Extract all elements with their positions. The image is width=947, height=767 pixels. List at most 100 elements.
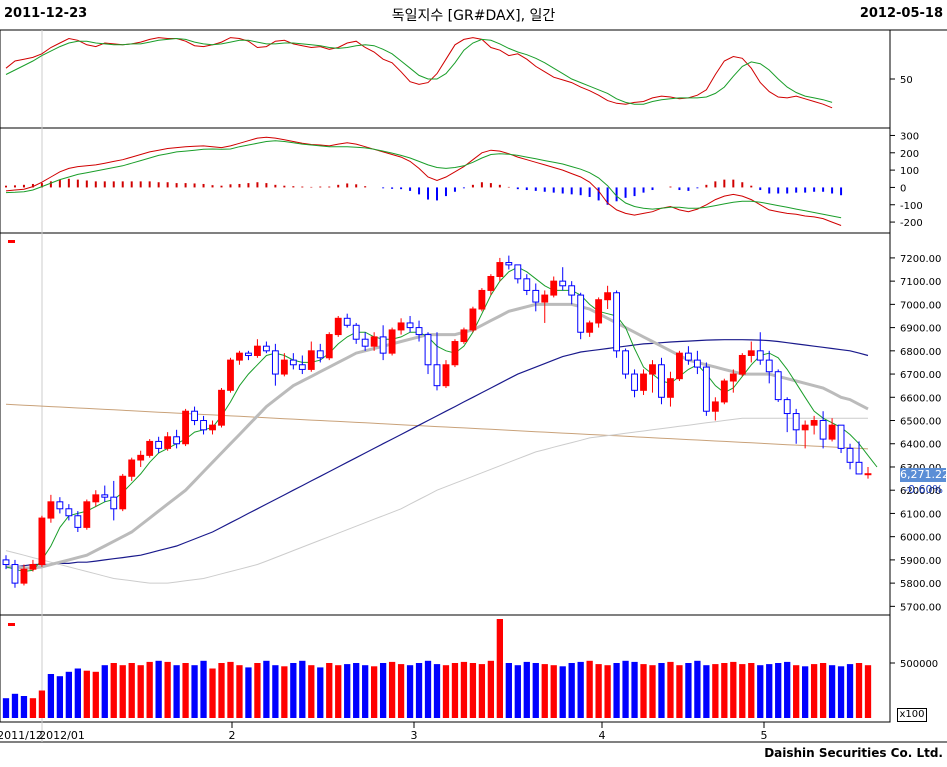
volume-bar	[514, 665, 521, 718]
volume-bar	[137, 665, 144, 718]
xtick-label: 2011/12	[0, 729, 43, 742]
candle-body	[316, 350, 324, 359]
candle-body	[227, 359, 234, 391]
ytick-label: 100	[900, 166, 919, 177]
candle-body	[774, 371, 782, 401]
candle-body	[684, 352, 692, 361]
candle-body	[487, 275, 495, 291]
volume-bar	[802, 666, 809, 718]
candle-body	[424, 334, 432, 366]
volume-bar	[164, 661, 171, 718]
panel-frame	[0, 127, 891, 234]
candle-body	[451, 341, 459, 366]
company-footer: Daishin Securities Co. Ltd.	[764, 746, 943, 760]
candle-body	[352, 324, 360, 340]
volume-bar	[56, 676, 64, 718]
volume-bar	[263, 660, 270, 718]
volume-bar	[568, 663, 575, 718]
xtick-label: 2012/01	[39, 729, 85, 742]
volume-bar	[685, 663, 692, 718]
candle-body	[532, 289, 540, 303]
volume-bar	[550, 665, 557, 718]
candle-body	[361, 338, 369, 347]
candle-body	[667, 378, 674, 398]
volume-bar	[855, 663, 863, 718]
volume-bar	[703, 665, 710, 718]
volume-bar	[775, 663, 782, 718]
candle-body	[801, 424, 809, 431]
candle-body	[236, 352, 243, 361]
volume-bar	[469, 663, 477, 718]
ytick-label: 6000.00	[900, 533, 941, 544]
volume-bar	[496, 619, 503, 718]
ytick-label: -100	[900, 201, 923, 212]
volume-bar	[74, 668, 81, 718]
volume-bar	[29, 698, 37, 718]
candle-body	[622, 350, 629, 375]
candle-body	[164, 436, 172, 449]
volume-bar	[523, 661, 530, 718]
volume-legend-marker	[8, 623, 15, 626]
candle-body	[523, 278, 531, 291]
volume-bar	[353, 663, 360, 718]
candle-body	[783, 399, 791, 415]
ytick-label: 50	[900, 75, 913, 86]
candle-body	[245, 352, 252, 356]
candle-body	[469, 308, 477, 331]
chart-title: 독일지수 [GR#DAX], 일간	[391, 8, 556, 24]
volume-bar	[658, 663, 665, 718]
candle-body	[65, 508, 73, 517]
volume-bar	[218, 663, 225, 718]
candle-body	[370, 336, 378, 347]
volume-bar	[837, 666, 845, 718]
volume-bar	[397, 664, 405, 718]
volume-bar	[308, 665, 315, 718]
volume-bar	[676, 665, 683, 718]
volume-bar	[335, 665, 342, 718]
volume-bar	[371, 666, 378, 718]
volume-bar	[245, 667, 252, 718]
panel-frame	[0, 232, 891, 616]
volume-bar	[379, 663, 387, 718]
volume-bar	[200, 660, 207, 718]
ytick-label: 6900.00	[900, 324, 941, 335]
candle-body	[819, 420, 827, 440]
macd-line	[5, 136, 842, 226]
volume-bar	[83, 670, 90, 718]
volume-bar	[667, 661, 674, 718]
candle-body	[47, 501, 55, 519]
candle-body	[864, 473, 872, 476]
start-date: 2011-12-23	[4, 6, 88, 21]
candle-body	[379, 336, 387, 354]
candle-body	[101, 494, 109, 498]
volume-bar	[326, 663, 333, 718]
volume-bar	[595, 664, 602, 718]
last-price-box: 6,271.22	[900, 468, 947, 482]
candle-body	[595, 299, 603, 324]
volume-bar	[532, 663, 539, 718]
volume-bar	[47, 674, 55, 718]
volume-bar	[712, 664, 719, 718]
volume-bar	[721, 663, 728, 718]
ytick-label: 0	[900, 183, 906, 194]
candle-body	[658, 364, 665, 398]
volume-bar	[20, 696, 28, 718]
volume-bar	[128, 663, 135, 718]
ytick-label: 7100.00	[900, 277, 941, 288]
volume-bar	[460, 661, 468, 718]
volume-bar	[784, 661, 791, 718]
candle-body	[280, 359, 288, 375]
candle-body	[693, 359, 701, 368]
price-legend-marker	[8, 240, 15, 243]
candle-body	[11, 564, 19, 584]
candle-body	[855, 461, 863, 475]
candle-body	[442, 364, 450, 387]
candle-body	[792, 413, 800, 431]
candle-body	[388, 329, 396, 354]
ma5-line	[5, 266, 878, 573]
ytick-label: 7000.00	[900, 300, 941, 311]
xtick-label: 5	[761, 729, 768, 742]
volume-bar	[631, 661, 638, 718]
candle-body	[191, 410, 198, 422]
volume-bar	[415, 663, 423, 718]
